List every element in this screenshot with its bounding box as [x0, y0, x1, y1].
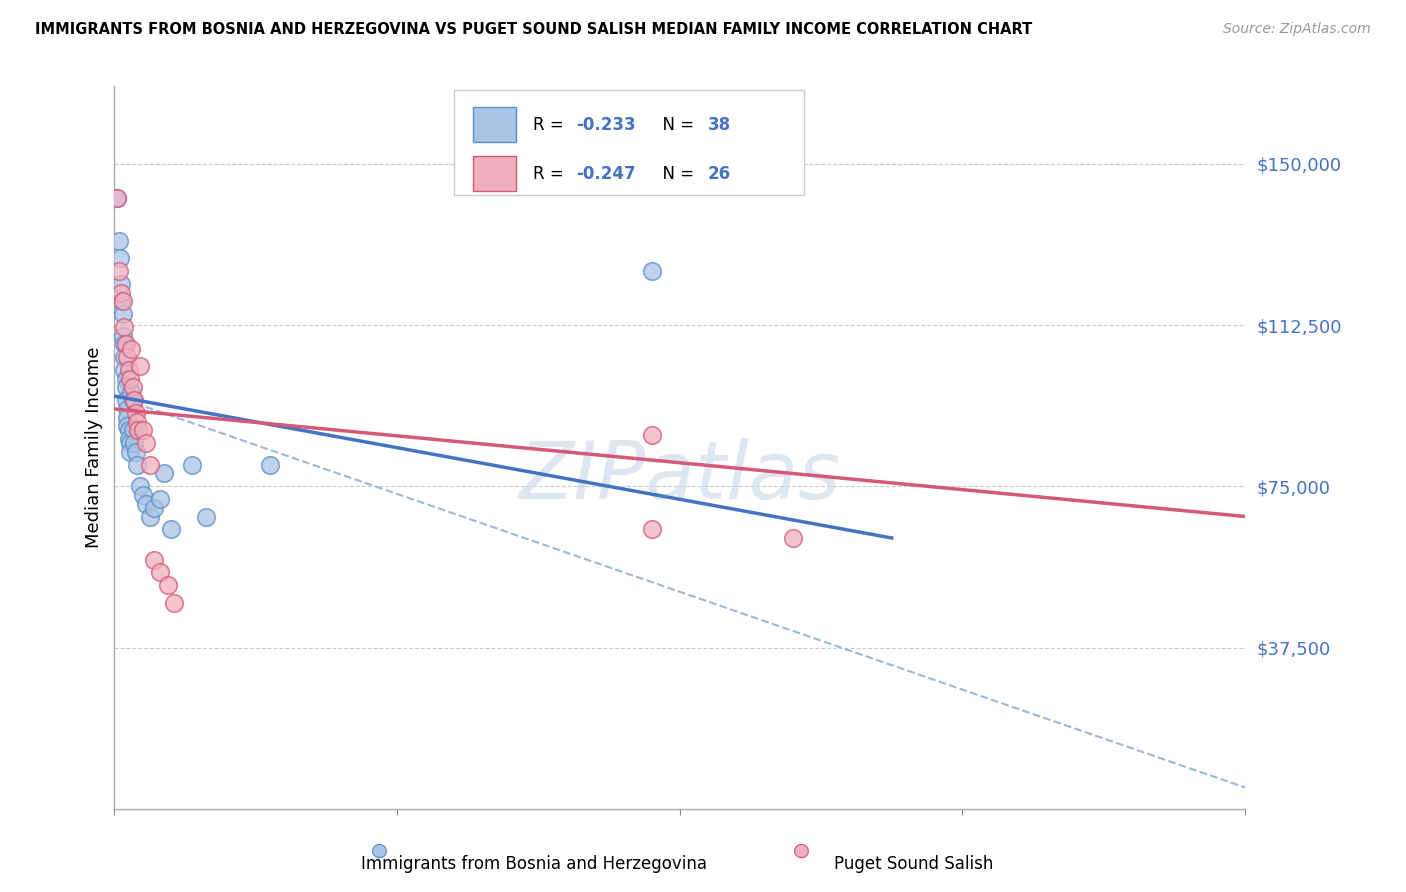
Point [163, 595, 186, 609]
Point [640, 264, 662, 278]
Point [149, 566, 172, 580]
Point [125, 415, 148, 429]
Point [143, 552, 166, 566]
Point [112, 363, 135, 377]
FancyBboxPatch shape [472, 156, 516, 191]
Point [128, 359, 150, 373]
Point [118, 436, 141, 450]
Text: ●: ● [371, 840, 388, 860]
Text: R =: R = [533, 165, 569, 183]
FancyBboxPatch shape [472, 107, 516, 142]
Point [105, 191, 128, 205]
Point [122, 436, 145, 450]
Point [110, 294, 132, 309]
Text: 38: 38 [709, 116, 731, 134]
Text: ○: ○ [793, 840, 810, 860]
Point [115, 401, 138, 416]
Text: ZIPatlas: ZIPatlas [519, 438, 841, 516]
Point [195, 509, 218, 524]
Point [112, 337, 135, 351]
Point [143, 500, 166, 515]
Point [108, 252, 131, 266]
Text: N =: N = [651, 116, 699, 134]
Point [149, 492, 172, 507]
Text: -0.233: -0.233 [576, 116, 636, 134]
Point [110, 285, 132, 300]
Point [112, 320, 135, 334]
Point [121, 393, 143, 408]
Point [157, 578, 180, 592]
Text: -0.247: -0.247 [576, 165, 636, 183]
Point [139, 458, 162, 472]
Text: Source: ZipAtlas.com: Source: ZipAtlas.com [1223, 22, 1371, 37]
Point [128, 479, 150, 493]
Point [107, 234, 129, 248]
Text: Puget Sound Salish: Puget Sound Salish [834, 855, 994, 872]
Point [127, 424, 149, 438]
Point [131, 424, 153, 438]
Point [139, 509, 162, 524]
Point [160, 523, 183, 537]
Point [640, 523, 662, 537]
Point [134, 436, 156, 450]
Point [125, 458, 148, 472]
Text: R =: R = [533, 116, 569, 134]
Point [111, 329, 134, 343]
Point [121, 424, 143, 438]
Point [121, 380, 143, 394]
Point [181, 458, 204, 472]
Point [107, 264, 129, 278]
Point [115, 351, 138, 365]
Point [118, 445, 141, 459]
Point [110, 277, 132, 292]
Point [105, 191, 128, 205]
Point [120, 342, 142, 356]
Point [115, 410, 138, 425]
Point [124, 406, 146, 420]
Point [118, 372, 141, 386]
Text: ○: ○ [371, 840, 388, 860]
Text: 26: 26 [709, 165, 731, 183]
Text: Immigrants from Bosnia and Herzegovina: Immigrants from Bosnia and Herzegovina [361, 855, 707, 872]
Point [117, 432, 139, 446]
Point [153, 467, 176, 481]
Point [120, 384, 142, 399]
Point [115, 419, 138, 434]
Text: ●: ● [793, 840, 810, 860]
Point [111, 294, 134, 309]
Point [114, 393, 136, 408]
Point [114, 337, 136, 351]
Point [640, 427, 662, 442]
Point [114, 380, 136, 394]
Text: IMMIGRANTS FROM BOSNIA AND HERZEGOVINA VS PUGET SOUND SALISH MEDIAN FAMILY INCOM: IMMIGRANTS FROM BOSNIA AND HERZEGOVINA V… [35, 22, 1032, 37]
Point [122, 393, 145, 408]
Point [114, 372, 136, 386]
Point [259, 458, 281, 472]
Point [111, 307, 134, 321]
Point [782, 531, 804, 545]
Text: N =: N = [651, 165, 699, 183]
FancyBboxPatch shape [454, 90, 804, 194]
Y-axis label: Median Family Income: Median Family Income [86, 347, 103, 549]
Point [134, 497, 156, 511]
Point [124, 445, 146, 459]
Point [131, 488, 153, 502]
Point [117, 363, 139, 377]
Point [117, 424, 139, 438]
Point [112, 351, 135, 365]
